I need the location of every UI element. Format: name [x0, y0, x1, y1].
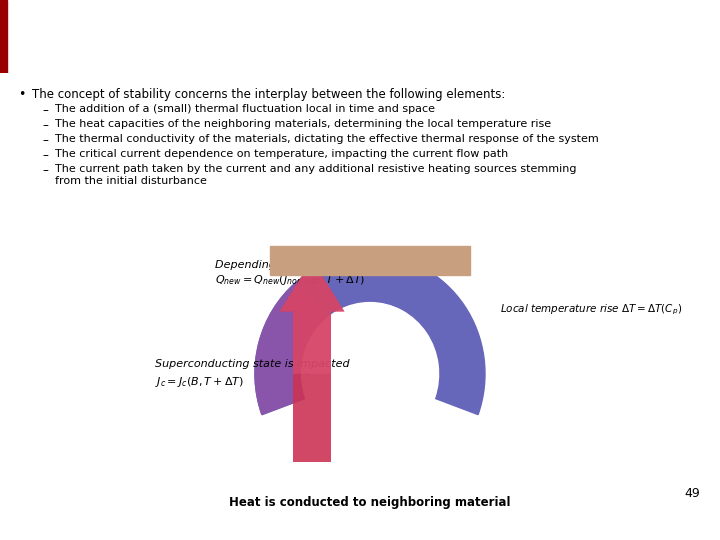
- Text: The thermal conductivity of the materials, dictating the effective thermal respo: The thermal conductivity of the material…: [55, 134, 599, 144]
- Text: The heat capacities of the neighboring materials, determining the local temperat: The heat capacities of the neighboring m…: [55, 119, 551, 129]
- Text: ISyS: ISyS: [644, 24, 692, 43]
- Text: –: –: [42, 164, 48, 177]
- Wedge shape: [255, 282, 325, 415]
- Text: –: –: [42, 149, 48, 162]
- PathPatch shape: [279, 260, 344, 462]
- Text: Local temperature rise $\Delta T=\Delta T(C_p)$: Local temperature rise $\Delta T=\Delta …: [500, 302, 683, 317]
- Text: Superconductivity
for Accelerators
S. Prestemon: Superconductivity for Accelerators S. Pr…: [18, 17, 100, 49]
- Wedge shape: [255, 254, 485, 415]
- Text: 49: 49: [684, 488, 700, 501]
- Text: –: –: [42, 134, 48, 147]
- Text: The current path taken by the current and any additional resistive heating sourc: The current path taken by the current an…: [55, 164, 577, 186]
- Text: Superconducting state is impacted: Superconducting state is impacted: [155, 359, 350, 369]
- Text: $J_c=J_c(B,T+\Delta T)$: $J_c=J_c(B,T+\Delta T)$: [155, 375, 244, 389]
- Bar: [270, 246, 470, 275]
- Text: Depending on new state: Depending on new state: [215, 260, 351, 270]
- Text: •: •: [18, 89, 25, 102]
- PathPatch shape: [279, 260, 344, 374]
- Text: –: –: [42, 104, 48, 117]
- Text: Fundamental Accelerator Theory, Simulations and Measurement Lab – Michigan State: Fundamental Accelerator Theory, Simulati…: [84, 520, 636, 529]
- Text: Heat is conducted to neighboring material: Heat is conducted to neighboring materia…: [229, 496, 510, 509]
- Text: The addition of a (small) thermal fluctuation local in time and space: The addition of a (small) thermal fluctu…: [55, 104, 435, 114]
- Text: $Q_{new}=Q_{new}(J_{non-sc},T+\Delta T)$: $Q_{new}=Q_{new}(J_{non-sc},T+\Delta T)$: [215, 273, 366, 287]
- Text: The critical current dependence on temperature, impacting the current flow path: The critical current dependence on tempe…: [55, 149, 508, 159]
- Text: The concept of stability concerns the interplay between the following elements:: The concept of stability concerns the in…: [32, 89, 505, 102]
- Bar: [0, 0, 7, 73]
- Text: –: –: [42, 119, 48, 132]
- Text: Concept of Stability: Concept of Stability: [116, 18, 489, 51]
